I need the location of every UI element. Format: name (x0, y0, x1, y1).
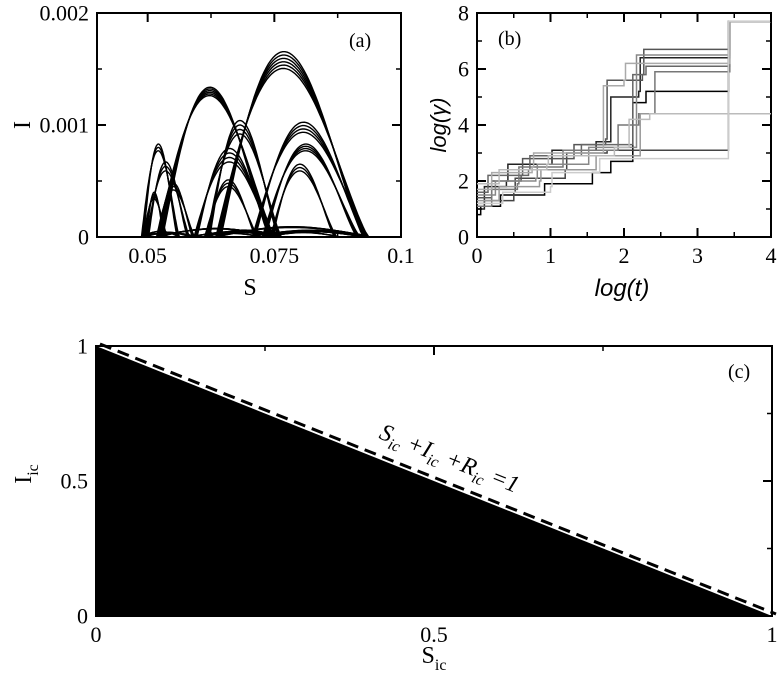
y-tick-label: 0.5 (61, 469, 89, 494)
panel-a-tag: (a) (349, 30, 371, 52)
x-tick-label: 0 (472, 243, 483, 268)
panel-b-tag: (b) (498, 28, 521, 50)
panel-c-x-label-sub: ic (435, 657, 447, 674)
panel-a-y-label: I (10, 121, 36, 129)
series-line-4 (477, 20, 771, 199)
series-line-1 (477, 20, 771, 216)
panel-b-x-label: log(t) (595, 275, 650, 302)
x-tick-label: 3 (692, 243, 703, 268)
panel-c-filled-region (96, 346, 772, 616)
panel-c-x-label-base: S (422, 643, 435, 669)
panel-b-y-label: log(γ) (426, 97, 451, 152)
y-tick-label: 0 (77, 604, 88, 629)
panel-c-x-label: Sic (422, 643, 447, 674)
y-tick-label: 0 (78, 225, 89, 250)
x-tick-label: 0.075 (250, 243, 300, 268)
y-tick-label: 6 (458, 57, 469, 82)
trajectory-loop (162, 86, 271, 237)
panel-b: 0 1 2 3 4 0 2 4 6 8 (b) log(t) log(γ) (426, 1, 777, 302)
trajectory-loop (254, 121, 366, 237)
x-tick-label: 0 (91, 622, 102, 647)
panel-b-x-ticks: 0 1 2 3 4 (472, 13, 777, 268)
series-line-2 (477, 20, 771, 210)
panel-a: 0.05 0.075 0.1 0 0.001 0.002 (a) S I (10, 1, 415, 301)
x-tick-label: 0.5 (420, 622, 448, 647)
y-tick-label: 0.001 (40, 113, 90, 138)
x-tick-label: 1 (767, 622, 778, 647)
y-tick-label: 8 (458, 1, 469, 26)
annotation-term-4: =1 (481, 462, 522, 499)
series-line-11 (477, 20, 771, 205)
panel-c-tag: (c) (728, 361, 750, 383)
y-tick-label: 1 (77, 334, 88, 359)
y-tick-label: 2 (458, 169, 469, 194)
trajectory-loop (142, 143, 179, 238)
panel-a-x-ticks: 0.05 0.075 0.1 (128, 13, 415, 268)
x-tick-label: 1 (545, 243, 556, 268)
series-line-8 (477, 113, 771, 202)
panel-a-y-ticks: 0 0.001 0.002 (40, 1, 401, 250)
x-tick-label: 0.1 (387, 243, 415, 268)
series-line-10 (477, 113, 771, 185)
panel-b-y-ticks: 0 2 4 6 8 (458, 1, 771, 250)
x-tick-label: 0.05 (128, 243, 167, 268)
panel-c-y-ticks: 00.51 (61, 334, 772, 629)
panel-a-x-label: S (243, 275, 256, 301)
panel-c-y-label-sub: ic (25, 464, 42, 476)
trajectory-loop (220, 51, 365, 237)
x-tick-label: 4 (766, 243, 777, 268)
y-tick-label: 0 (458, 225, 469, 250)
panel-c-y-label-base: I (11, 476, 37, 484)
panel-c-y-label: Iic (11, 464, 42, 484)
panel-b-series (477, 20, 771, 216)
trajectory-loop (209, 119, 280, 237)
y-tick-label: 4 (458, 113, 469, 138)
panel-c: 0 0.5 1 00.51 (c) Sic +Iic +Ric =1 Sic Iic (11, 334, 778, 674)
panel-a-curves (140, 51, 370, 238)
panel-c-dashed-line (99, 342, 777, 616)
x-tick-label: 2 (619, 243, 630, 268)
trajectory-loop (271, 163, 336, 237)
panel-c-x-ticks: 0 0.5 1 (91, 346, 778, 647)
y-tick-label: 0.002 (40, 1, 90, 26)
